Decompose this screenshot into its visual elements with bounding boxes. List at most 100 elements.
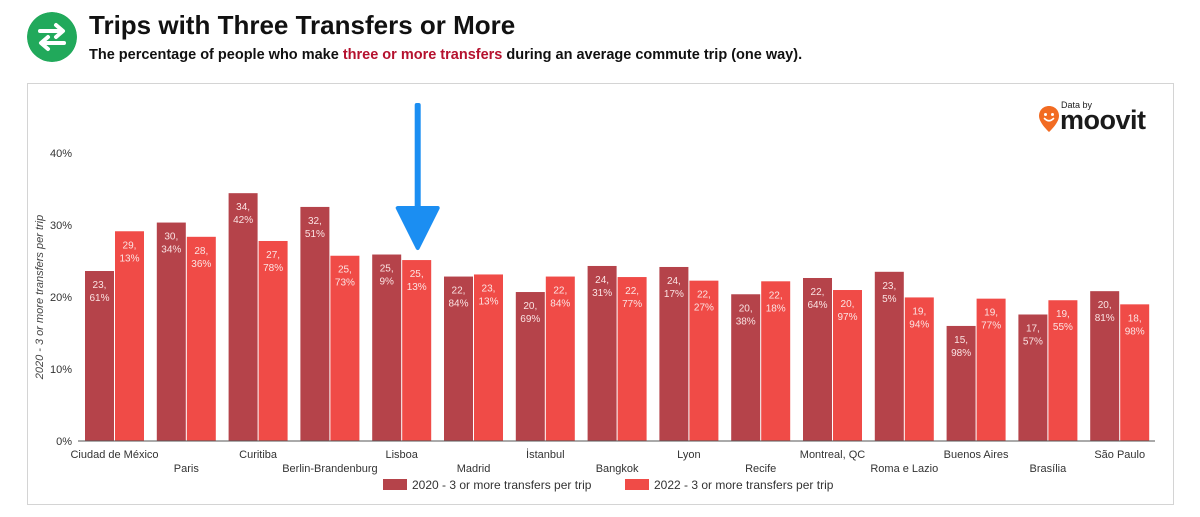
data-label: 20, <box>841 299 855 310</box>
x-tick-label: Montreal, QC <box>800 449 865 461</box>
data-label: 24, <box>595 275 609 286</box>
legend-label: 2022 - 3 or more transfers per trip <box>654 478 834 492</box>
data-label: 27, <box>266 250 280 261</box>
legend-swatch <box>383 479 407 490</box>
legend-swatch <box>625 479 649 490</box>
data-label: 18% <box>766 303 786 314</box>
page-title: Trips with Three Transfers or More <box>89 10 516 40</box>
data-label: 25, <box>380 264 394 275</box>
bar-2020 <box>515 292 545 441</box>
x-tick-label: São Paulo <box>1094 449 1145 461</box>
data-label: 20, <box>1098 300 1112 311</box>
data-label: 5% <box>882 294 897 305</box>
swap-arrows-icon <box>27 12 77 62</box>
data-label: 98% <box>951 348 971 359</box>
bar-2020 <box>587 265 617 441</box>
data-by-label: Data by <box>1061 100 1093 110</box>
bar-2022 <box>904 297 934 441</box>
data-label: 19, <box>912 306 926 317</box>
x-tick-label: Berlin-Brandenburg <box>282 463 377 475</box>
data-label: 13% <box>119 253 139 264</box>
data-label: 27% <box>694 303 714 314</box>
x-tick-label: Lyon <box>677 449 700 461</box>
data-label: 36% <box>191 259 211 270</box>
bar-2020 <box>85 271 114 441</box>
data-label: 31% <box>592 288 612 299</box>
y-tick-label: 0% <box>56 436 72 448</box>
page-subtitle: The percentage of people who make three … <box>89 47 802 63</box>
data-label: 24, <box>667 276 681 287</box>
bar-2020 <box>300 206 330 441</box>
data-label: 64% <box>807 300 827 311</box>
data-label: 23, <box>93 280 107 291</box>
moovit-brand: Data by moovit <box>1038 100 1158 136</box>
data-label: 22, <box>697 290 711 301</box>
bar-2020 <box>156 222 186 441</box>
bar-2020 <box>803 277 832 441</box>
bar-2022 <box>761 281 791 441</box>
data-label: 25, <box>410 269 424 280</box>
data-label: 23, <box>882 281 896 292</box>
data-label: 34% <box>161 245 181 256</box>
data-label: 98% <box>1125 326 1145 337</box>
moovit-wordmark: moovit <box>1060 105 1146 135</box>
y-tick-label: 10% <box>50 364 72 376</box>
data-label: 20, <box>523 301 537 312</box>
bar-2020 <box>1090 291 1120 441</box>
bar-2020 <box>444 276 473 441</box>
data-label: 20, <box>739 303 753 314</box>
bar-2020 <box>1018 314 1048 441</box>
bar-2022 <box>186 236 216 441</box>
data-label: 77% <box>622 299 642 310</box>
data-label: 34, <box>236 202 250 213</box>
data-label: 78% <box>263 263 283 274</box>
x-tick-label: Ciudad de México <box>70 449 158 461</box>
data-label: 32, <box>308 216 322 227</box>
x-tick-label: Brasília <box>1030 463 1068 475</box>
data-label: 28, <box>194 246 208 257</box>
bar-2022 <box>330 255 360 441</box>
y-tick-label: 20% <box>50 292 72 304</box>
data-label: 19, <box>984 308 998 319</box>
bar-2020 <box>731 294 761 441</box>
data-label: 94% <box>909 319 929 330</box>
data-label: 97% <box>837 312 857 323</box>
y-tick-label: 30% <box>50 220 72 232</box>
bar-2020 <box>946 325 976 441</box>
data-label: 42% <box>233 215 253 226</box>
bar-2020 <box>874 271 904 441</box>
x-tick-label: İstanbul <box>526 448 565 461</box>
bar-2020 <box>228 193 258 441</box>
x-tick-label: Paris <box>174 463 200 475</box>
data-label: 23, <box>482 283 496 294</box>
bar-2022 <box>474 274 503 441</box>
bar-2022 <box>545 276 575 441</box>
data-label: 84% <box>448 299 468 310</box>
bar-2022 <box>115 231 144 441</box>
bar-2020 <box>372 254 402 441</box>
bar-2022 <box>402 260 432 441</box>
bar-2022 <box>617 277 647 441</box>
x-tick-label: Bangkok <box>596 463 639 475</box>
moovit-pin-icon <box>1039 106 1059 132</box>
bar-2022 <box>1120 304 1150 441</box>
data-label: 13% <box>478 296 498 307</box>
x-tick-label: Lisboa <box>385 449 418 461</box>
data-label: 84% <box>550 299 570 310</box>
subtitle-highlight: three or more transfers <box>342 47 503 63</box>
chart-frame <box>27 83 1174 505</box>
data-label: 9% <box>379 277 394 288</box>
data-label: 81% <box>1095 313 1115 324</box>
data-label: 22, <box>553 286 567 297</box>
y-tick-label: 40% <box>50 148 72 160</box>
data-label: 51% <box>305 229 325 240</box>
data-label: 15, <box>954 335 968 346</box>
bar-2022 <box>258 240 288 441</box>
x-tick-label: Roma e Lazio <box>870 463 938 475</box>
bar-2020 <box>659 266 689 441</box>
data-label: 30, <box>164 232 178 243</box>
data-label: 17% <box>664 289 684 300</box>
data-label: 77% <box>981 321 1001 332</box>
data-label: 29, <box>123 240 137 251</box>
